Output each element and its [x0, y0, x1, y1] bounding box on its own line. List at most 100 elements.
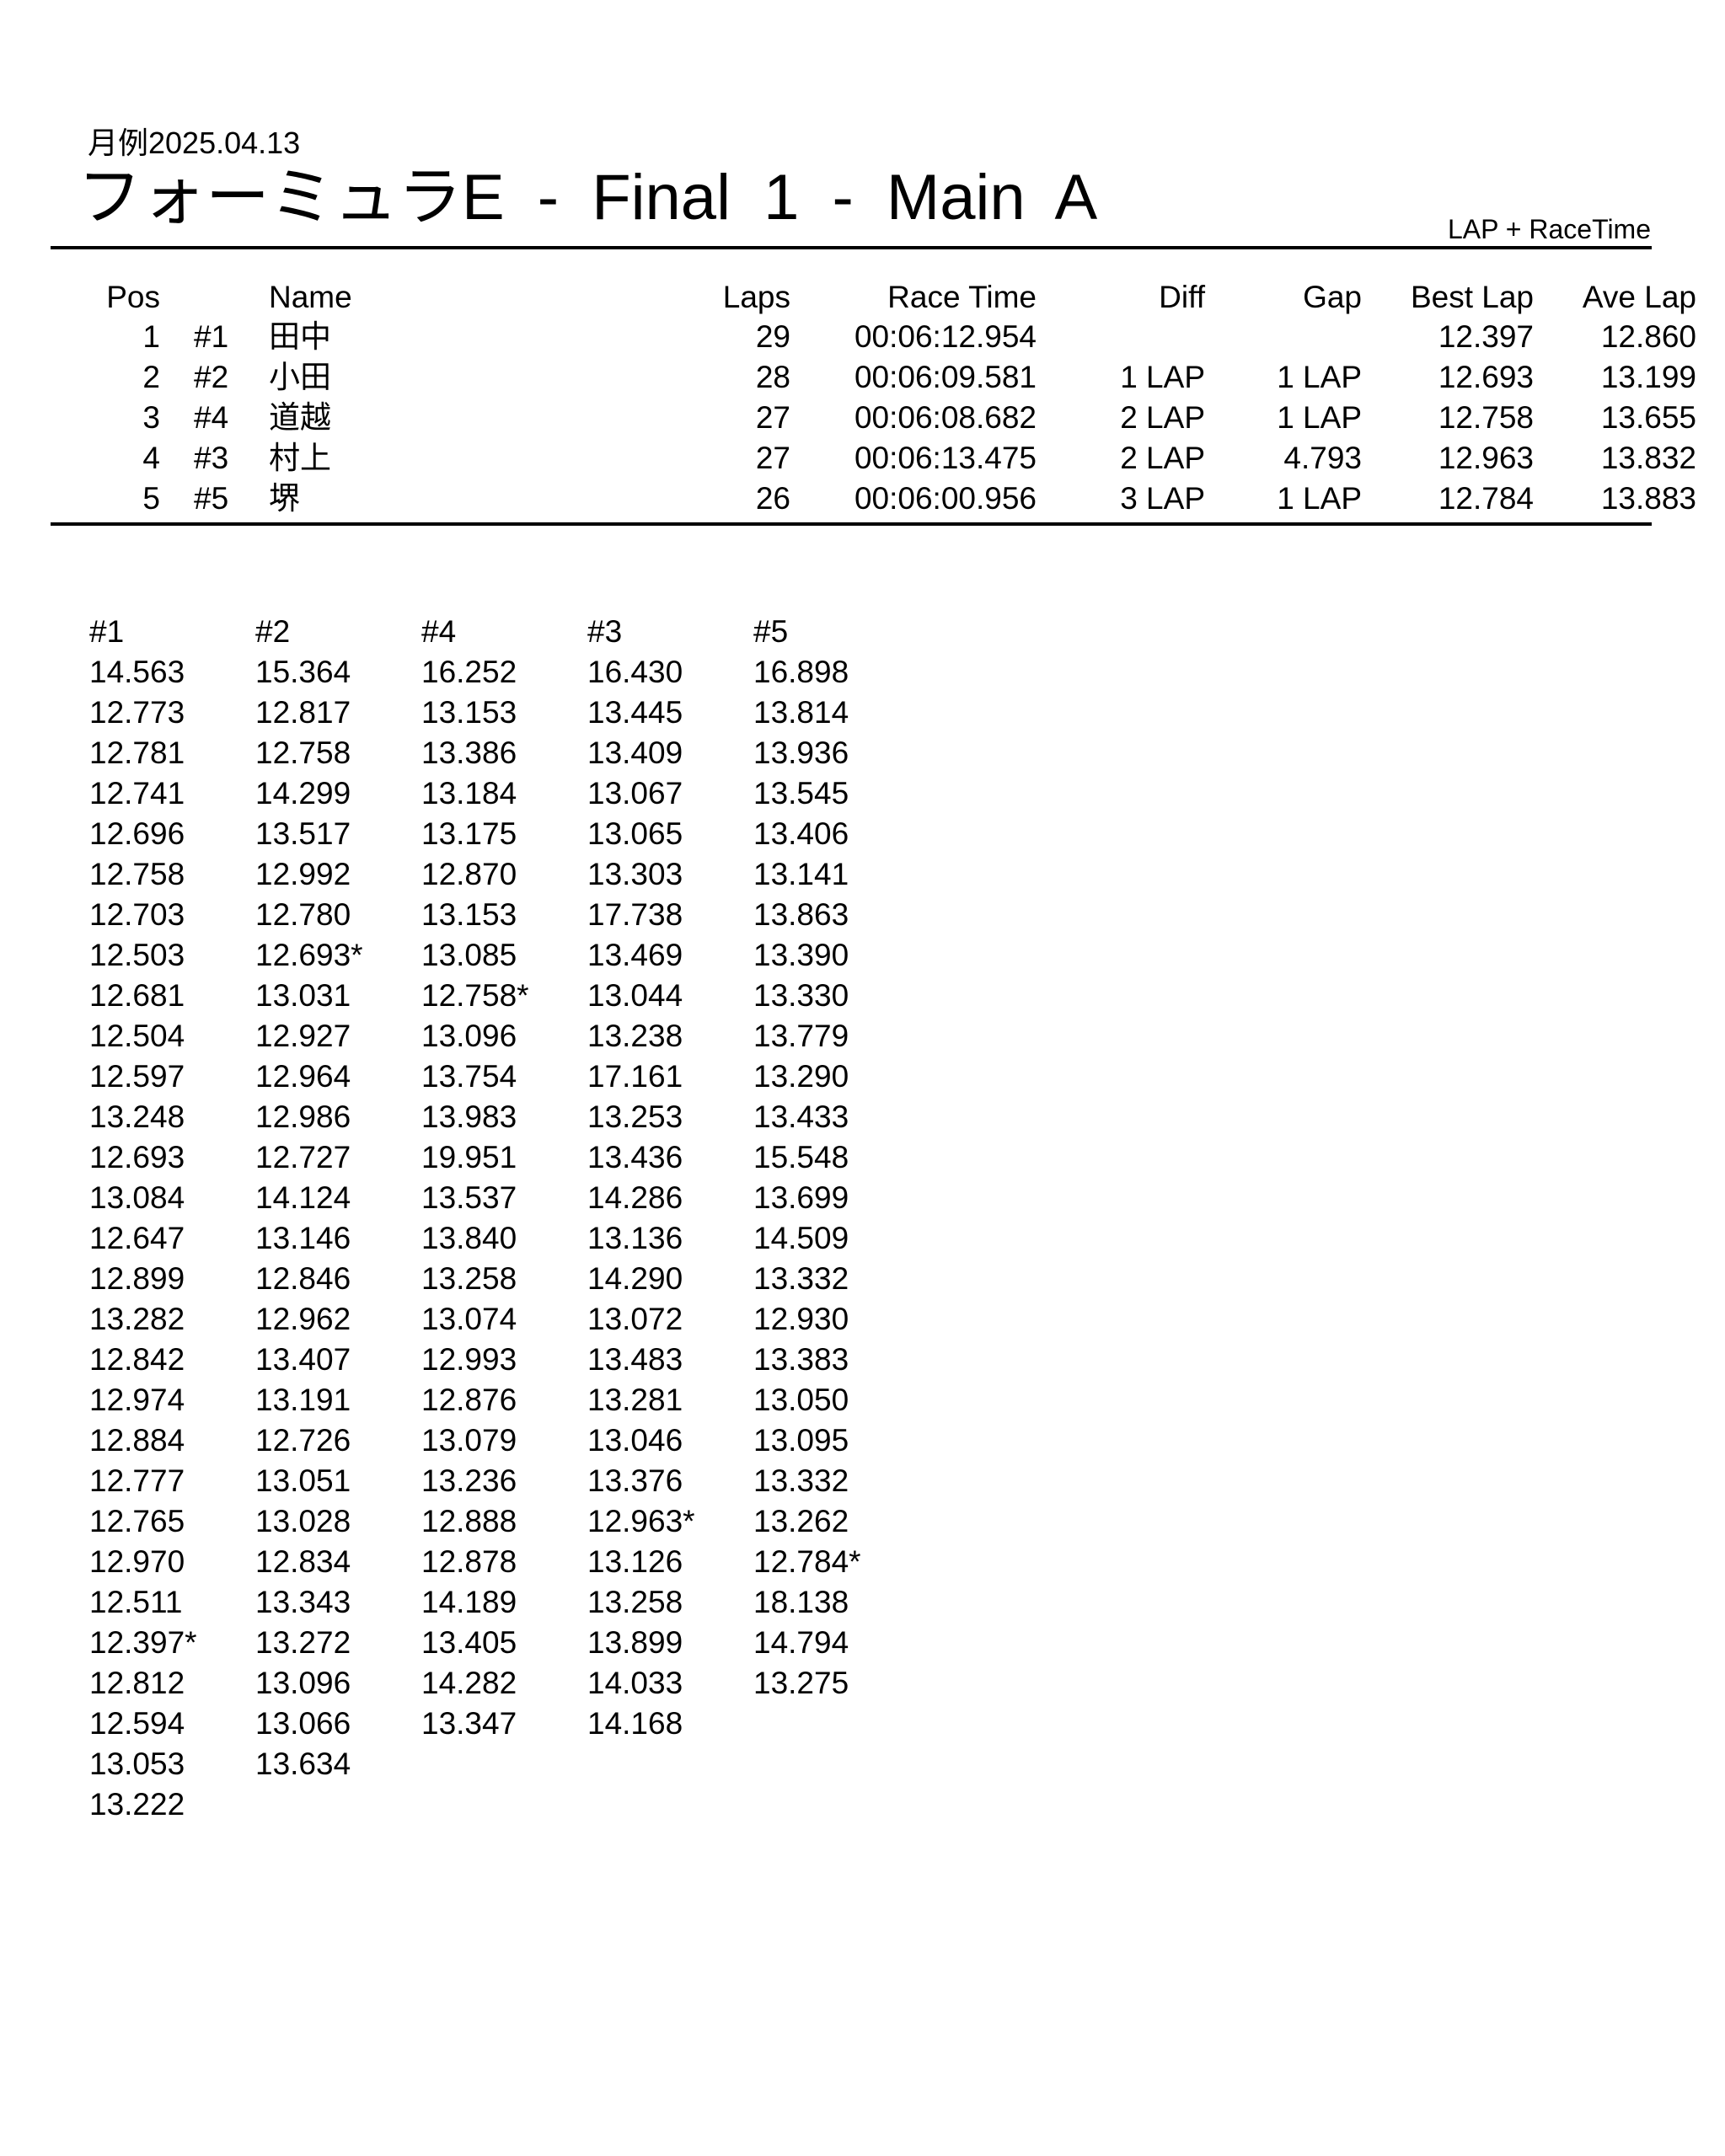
cell: 14.563	[89, 655, 185, 689]
lap-row: 12.693 12.727 19.951 13.436 15.548	[89, 1137, 919, 1178]
cell: 13.222	[89, 1787, 185, 1822]
cell: 12.777	[89, 1463, 185, 1498]
cell: 13.390	[753, 938, 849, 972]
cell: 13.699	[753, 1180, 849, 1215]
cell: 13.066	[255, 1706, 351, 1741]
cell: 13.236	[421, 1463, 517, 1498]
results-table: Pos Name Laps Race Time Diff Gap Best La…	[74, 278, 1696, 519]
lap-row: 12.781 12.758 13.386 13.409 13.936	[89, 733, 919, 773]
cell: 00:06:13.475	[854, 441, 1037, 475]
cell: 13.386	[421, 736, 517, 770]
cell: 12.930	[753, 1302, 849, 1336]
cell: 3 LAP	[1120, 481, 1205, 516]
lap-row: 12.758 12.992 12.870 13.303 13.141	[89, 854, 919, 895]
cell: 18.138	[753, 1585, 849, 1619]
results-row: 5 #5 堺 26 00:06:00.956 3 LAP 1 LAP 12.784 13.883	[74, 479, 1696, 519]
cell: 13.258	[421, 1261, 517, 1296]
cell: 13.095	[753, 1423, 849, 1458]
cell: 12.504	[89, 1019, 185, 1053]
cell: 14.124	[255, 1180, 351, 1215]
cell: 12.693*	[255, 938, 363, 972]
cell: 13.096	[421, 1019, 517, 1053]
column-header-best-lap: Best Lap	[1410, 280, 1534, 314]
results-row: 4 #3 村上 27 00:06:13.475 2 LAP 4.793 12.963 13.83…	[74, 438, 1696, 479]
cell	[421, 1744, 587, 1784]
cell: 00:06:12.954	[854, 319, 1037, 354]
cell: 1 LAP	[1277, 481, 1362, 516]
cell: 12.974	[89, 1383, 185, 1417]
column-header-ave-lap: Ave Lap	[1582, 280, 1696, 314]
cell: 19.951	[421, 1140, 517, 1174]
cell: 12.727	[255, 1140, 351, 1174]
results-body: 1 #1 田中 29 00:06:12.954 12.397 12.860 2 #2 小田 28 00…	[74, 317, 1696, 519]
cell: 13.433	[753, 1099, 849, 1134]
cell: 13.272	[255, 1625, 351, 1660]
cell: 13.290	[753, 1059, 849, 1094]
cell: 12.781	[89, 736, 185, 770]
cell: #3	[194, 441, 229, 475]
cell: 13.065	[587, 816, 683, 851]
cell: 13.983	[421, 1099, 517, 1134]
cell: #1	[194, 319, 229, 354]
cell: 29	[755, 319, 790, 354]
cell	[255, 1784, 421, 1825]
cell: 13.046	[587, 1423, 683, 1458]
cell: 12.726	[255, 1423, 351, 1458]
cell: 27	[755, 441, 790, 475]
timing-mode-label: LAP + RaceTime	[1448, 214, 1651, 244]
column-header-pos: Pos	[106, 280, 160, 314]
lap-table-header-row: #1 #2 #4 #3 #5	[89, 612, 919, 652]
lap-column-header-car2: #2	[255, 614, 291, 649]
cell	[753, 1784, 919, 1825]
cell: 13.085	[421, 938, 517, 972]
cell: 13.330	[753, 978, 849, 1013]
cell: 15.364	[255, 655, 351, 689]
lap-row: 12.703 12.780 13.153 17.738 13.863	[89, 895, 919, 935]
cell: 13.343	[255, 1585, 351, 1619]
cell: 15.548	[753, 1140, 849, 1174]
cell: 12.758*	[421, 978, 529, 1013]
cell: 16.252	[421, 655, 517, 689]
cell: 13.332	[753, 1463, 849, 1498]
cell: 13.545	[753, 776, 849, 811]
cell: 14.282	[421, 1666, 517, 1700]
cell: 12.876	[421, 1383, 517, 1417]
cell: 13.153	[421, 897, 517, 932]
cell: 12.884	[89, 1423, 185, 1458]
cell: 13.153	[421, 695, 517, 730]
cell: 13.445	[587, 695, 683, 730]
cell: 12.812	[89, 1666, 185, 1700]
cell: 13.383	[753, 1342, 849, 1377]
cell: 13.028	[255, 1504, 351, 1538]
cell: #2	[194, 360, 229, 394]
column-header-car-spacer	[160, 278, 244, 317]
cell: 13.074	[421, 1302, 517, 1336]
cell: 12.594	[89, 1706, 185, 1741]
cell	[587, 1744, 753, 1784]
cell: 13.517	[255, 816, 351, 851]
column-header-gap: Gap	[1303, 280, 1362, 314]
cell: 13.754	[421, 1059, 517, 1094]
cell: 17.738	[587, 897, 683, 932]
cell: 13.634	[255, 1747, 351, 1781]
lap-row: 12.681 13.031 12.758* 13.044 13.330	[89, 976, 919, 1016]
cell: 13.050	[753, 1383, 849, 1417]
cell: 12.993	[421, 1342, 517, 1377]
cell: 12.784	[1438, 481, 1534, 516]
cell: 14.189	[421, 1585, 517, 1619]
cell: 12.927	[255, 1019, 351, 1053]
results-row: 2 #2 小田 28 00:06:09.581 1 LAP 1 LAP 12.693 13.19…	[74, 357, 1696, 398]
cell: 12.397*	[89, 1625, 197, 1660]
cell: 12.758	[255, 736, 351, 770]
cell: 16.898	[753, 655, 849, 689]
cell: 12.962	[255, 1302, 351, 1336]
cell	[421, 1784, 587, 1825]
cell: 13.347	[421, 1706, 517, 1741]
results-row: 1 #1 田中 29 00:06:12.954 12.397 12.860	[74, 317, 1696, 357]
lap-times-body: 14.563 15.364 16.252 16.430 16.898 12.773 12.8…	[89, 652, 919, 1825]
lap-row: 12.970 12.834 12.878 13.126 12.784*	[89, 1542, 919, 1582]
cell: 4.793	[1283, 441, 1362, 475]
cell: 13.469	[587, 938, 683, 972]
cell: 12.511	[89, 1585, 183, 1619]
